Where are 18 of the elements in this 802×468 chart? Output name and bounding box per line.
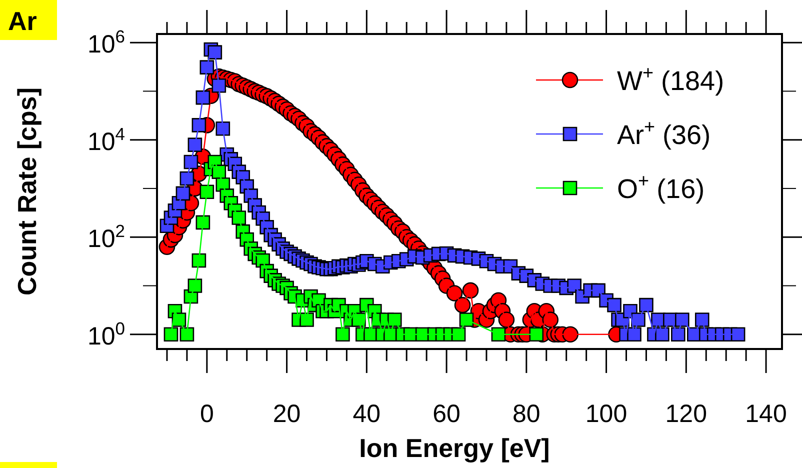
y-tick-label: 10$^{2}$	[87, 221, 125, 254]
x-tick-label: 20	[272, 400, 301, 428]
x-tick-label: 80	[512, 400, 540, 428]
y-tick-label: 10$^{4}$	[87, 124, 126, 156]
legend-label: O$^{+}$ (16)	[617, 170, 705, 204]
text: Ar	[8, 6, 37, 36]
legend-label: Ar$^{+}$ (36)	[617, 116, 711, 150]
x-tick-label: 140	[745, 400, 787, 428]
x-tick-label: 120	[665, 400, 708, 428]
x-tick-label: 40	[352, 400, 381, 428]
x-tick-label: 0	[200, 400, 214, 428]
y-axis-title: Count Rate [cps]	[12, 88, 42, 296]
y-tick-label: 10$^{0}$	[87, 318, 126, 350]
x-tick-label: 100	[585, 400, 628, 428]
legend-label: W$^{+}$ (184)	[617, 62, 724, 96]
x-tick-label: 60	[432, 400, 460, 428]
y-tick-label: 10$^{6}$	[87, 26, 125, 59]
x-axis-title: Ion Energy [eV]	[359, 433, 550, 463]
